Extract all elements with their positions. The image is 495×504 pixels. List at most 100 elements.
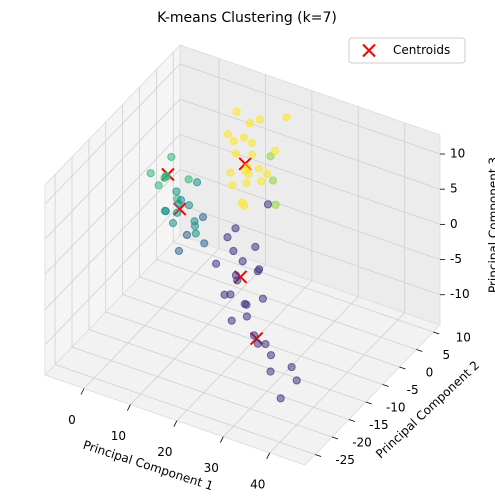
legend-label: Centroids	[393, 43, 450, 57]
grid-line	[44, 63, 181, 205]
x-tick-label: 30	[204, 461, 219, 475]
point	[161, 171, 170, 181]
point	[173, 208, 182, 218]
grid-line	[156, 259, 417, 350]
point	[276, 394, 285, 403]
z-tick-label: -10	[450, 287, 470, 301]
point	[182, 230, 192, 240]
point	[237, 198, 246, 207]
grid-line	[130, 264, 266, 405]
y-tick-label: -10	[386, 401, 406, 415]
grid-line	[269, 312, 406, 454]
point	[184, 175, 193, 184]
tick-mark	[314, 454, 322, 457]
point	[227, 316, 236, 325]
point	[261, 339, 270, 349]
point	[266, 367, 275, 376]
point	[257, 177, 266, 186]
grid-line	[54, 364, 316, 455]
point	[191, 229, 200, 238]
x-tick-label: 40	[250, 477, 265, 491]
point	[228, 181, 237, 190]
grid-line	[122, 294, 383, 385]
point	[192, 178, 202, 187]
tick-mark	[173, 420, 178, 427]
legend-marker	[362, 43, 376, 58]
y-tick-label: 5	[443, 348, 451, 362]
z-tick-label: 10	[450, 147, 465, 161]
point	[287, 362, 296, 372]
tick-mark	[266, 452, 271, 459]
x-axis-label: Principal Component 1	[81, 438, 215, 493]
grid-line	[44, 204, 181, 346]
point	[176, 195, 186, 205]
point	[154, 181, 163, 190]
point	[223, 130, 232, 139]
point	[198, 212, 208, 222]
y-tick-label: -15	[369, 418, 389, 432]
tick-mark	[219, 436, 224, 443]
point	[268, 176, 278, 185]
x-tick-label: 10	[111, 429, 126, 443]
grid-line	[44, 169, 181, 310]
grid-line	[179, 133, 441, 225]
tick-mark	[348, 419, 356, 422]
point	[226, 290, 235, 299]
point	[263, 169, 272, 178]
point	[242, 312, 251, 321]
axes-box	[44, 43, 445, 466]
x-tick-label: 20	[157, 445, 172, 459]
point	[245, 119, 254, 128]
grid-line	[44, 134, 181, 275]
z-tick-label: 0	[450, 217, 458, 231]
y-tick-label: 0	[426, 366, 434, 380]
point	[223, 233, 232, 242]
chart-title: K-means Clustering (k=7)	[157, 10, 337, 26]
point	[231, 224, 240, 233]
y-tick-label: -25	[335, 453, 355, 467]
point	[271, 200, 280, 209]
point	[174, 246, 184, 256]
y-tick-label: -5	[407, 383, 419, 397]
grid-line	[173, 241, 434, 333]
grid-line	[176, 280, 313, 421]
point	[233, 276, 242, 285]
point	[146, 169, 155, 178]
tick-mark	[433, 331, 440, 335]
point	[251, 242, 260, 252]
point	[244, 170, 253, 179]
z-tick-label: 5	[450, 182, 458, 196]
grid-line	[88, 329, 350, 420]
point	[200, 239, 209, 248]
point	[243, 162, 252, 172]
point	[184, 201, 194, 210]
grid-line	[44, 98, 181, 240]
point	[255, 265, 264, 274]
point	[242, 178, 251, 188]
left-pane	[44, 43, 181, 377]
point	[231, 149, 240, 158]
point	[271, 146, 280, 155]
grid-line	[83, 248, 220, 389]
point	[167, 152, 176, 162]
point	[161, 207, 170, 216]
grid-line	[105, 311, 366, 403]
point	[263, 200, 273, 209]
tick-mark	[365, 401, 372, 405]
point	[172, 187, 181, 196]
z-axis-label: Principal Component 3	[487, 157, 495, 293]
tick-mark	[416, 349, 423, 352]
point	[229, 136, 238, 146]
tick-mark	[80, 388, 85, 395]
tick-mark	[331, 436, 339, 440]
point	[229, 246, 238, 256]
point	[249, 331, 259, 340]
point	[240, 299, 249, 309]
grid-line	[71, 346, 333, 438]
point	[232, 107, 241, 116]
point	[168, 218, 178, 228]
grid-line	[139, 276, 400, 368]
point	[238, 257, 247, 266]
point	[239, 133, 249, 142]
marks	[146, 107, 301, 403]
